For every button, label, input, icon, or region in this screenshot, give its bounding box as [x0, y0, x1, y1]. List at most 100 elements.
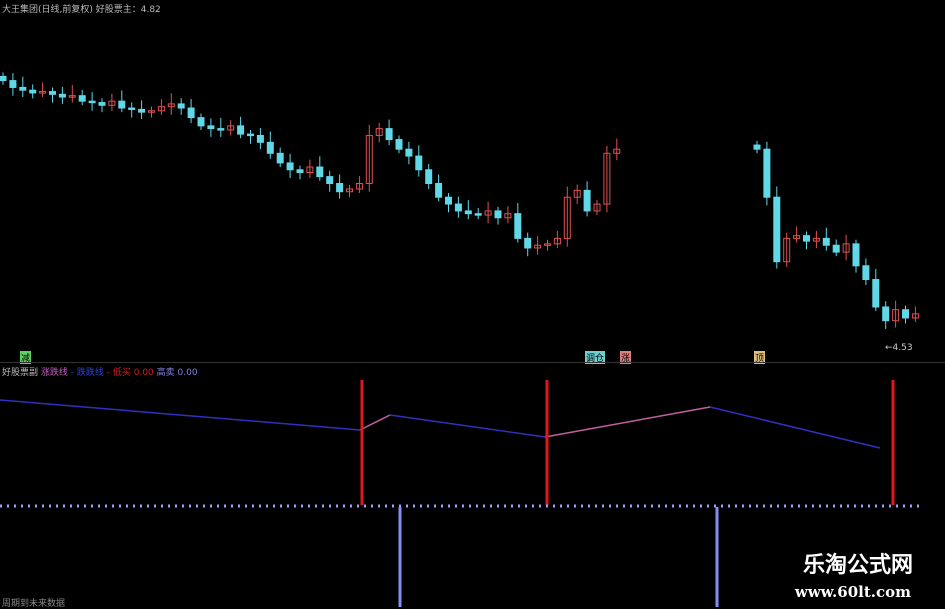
candle-body — [405, 148, 413, 157]
candle-body — [187, 107, 195, 119]
candle-body — [593, 203, 601, 212]
candle-body — [783, 237, 791, 263]
legend-diedie: - 跌跌线 — [70, 368, 104, 378]
legend-gaomai: 高卖 0.00 — [156, 368, 198, 378]
candle-body — [266, 141, 274, 154]
candle-body — [207, 125, 215, 130]
candle-body — [435, 182, 443, 198]
candle-body — [544, 243, 551, 246]
footer-text: 周期到未来数据 — [2, 599, 66, 609]
candle-body — [583, 189, 591, 212]
candle-body — [504, 213, 512, 219]
candle-body — [336, 182, 344, 193]
candle-body — [19, 86, 27, 91]
candle-body — [128, 107, 136, 111]
candle-body — [445, 196, 452, 205]
candle-body — [812, 237, 820, 242]
sub-panel-header: 好股票副 涨跌线 - 跌跌线 - 低买 0.00 高卖 0.00 — [2, 365, 198, 378]
candle-body — [613, 148, 621, 154]
candle-body — [464, 210, 472, 215]
candle-body — [88, 100, 96, 104]
candle-body — [296, 169, 304, 174]
chart-title: 大王集团(日线,前复权) 好股票主：4.82 — [2, 5, 161, 15]
candle-body — [98, 102, 106, 106]
candle-body — [385, 128, 393, 141]
candle-body — [862, 265, 870, 281]
low-price-label: ←4.53 — [885, 343, 913, 353]
marker-zhang: 涨 — [620, 351, 632, 364]
candle-body — [524, 237, 532, 249]
candle-body — [306, 166, 314, 174]
candle-body — [573, 189, 581, 198]
candle-body — [316, 166, 324, 178]
candle-body — [902, 309, 909, 319]
candle-body — [197, 117, 205, 127]
legend-dimai: - 低买 0.00 — [106, 368, 154, 378]
candle-body — [852, 243, 860, 267]
candle-body — [167, 103, 175, 108]
candle-body — [365, 134, 373, 184]
candle-body — [484, 210, 492, 216]
indicator-line-segment — [709, 406, 881, 449]
candle-body — [237, 125, 245, 135]
indicator-name: 好股票副 — [2, 368, 39, 378]
candle-body — [375, 128, 383, 136]
legend-zhangdie: 涨跌线 — [40, 368, 68, 378]
candle-body — [256, 134, 264, 143]
watermark-url: www.60lt.com — [794, 583, 911, 601]
candle-body — [773, 196, 781, 263]
candle-body — [803, 235, 810, 242]
candle-body — [494, 210, 502, 219]
candle-body — [108, 100, 116, 106]
watermark-title: 乐淘公式网 — [802, 552, 913, 578]
candle-body — [157, 106, 165, 112]
panel-divider — [0, 362, 945, 363]
candle-body — [9, 80, 17, 88]
candle-body — [425, 169, 433, 184]
candle-body — [603, 152, 611, 205]
candle-body — [286, 162, 294, 171]
marker-jian: 减 — [20, 351, 32, 364]
candle-body — [49, 91, 56, 95]
candle-body — [39, 91, 47, 94]
candle-body — [326, 176, 334, 184]
candle-body — [138, 108, 146, 113]
candle-body — [58, 93, 66, 98]
candle-body — [68, 95, 76, 98]
marker-tiaocang: 调仓 — [585, 351, 606, 364]
candle-body — [78, 95, 86, 102]
candle-body — [415, 155, 423, 171]
indicator-line-segment — [359, 414, 391, 431]
marker-ding: 顶 — [754, 351, 766, 364]
candle-body — [0, 75, 7, 82]
candle-body — [793, 235, 801, 239]
candle-body — [842, 243, 850, 253]
candle-body — [474, 213, 482, 216]
candle-body — [118, 100, 126, 109]
candle-body — [553, 237, 561, 245]
candle-body — [227, 125, 235, 131]
indicator-line-segment — [389, 414, 546, 438]
low-value: 4.53 — [892, 343, 913, 353]
candle-body — [217, 128, 225, 131]
candle-body — [882, 306, 890, 322]
candle-body — [763, 148, 771, 198]
candle-body — [892, 309, 900, 322]
candle-body — [346, 188, 353, 193]
indicator-line-segment — [544, 406, 711, 438]
candle-body — [29, 89, 37, 94]
candle-body — [395, 139, 403, 150]
candle-body — [454, 203, 462, 212]
candle-body — [822, 237, 830, 246]
candle-body — [177, 103, 185, 109]
candle-body — [247, 133, 254, 137]
candle-body — [355, 182, 363, 190]
candle-body — [148, 110, 155, 113]
candle-body — [563, 196, 571, 239]
candle-body — [753, 144, 761, 150]
candle-body — [911, 313, 919, 319]
candle-body — [872, 279, 880, 308]
candle-body — [534, 244, 542, 249]
